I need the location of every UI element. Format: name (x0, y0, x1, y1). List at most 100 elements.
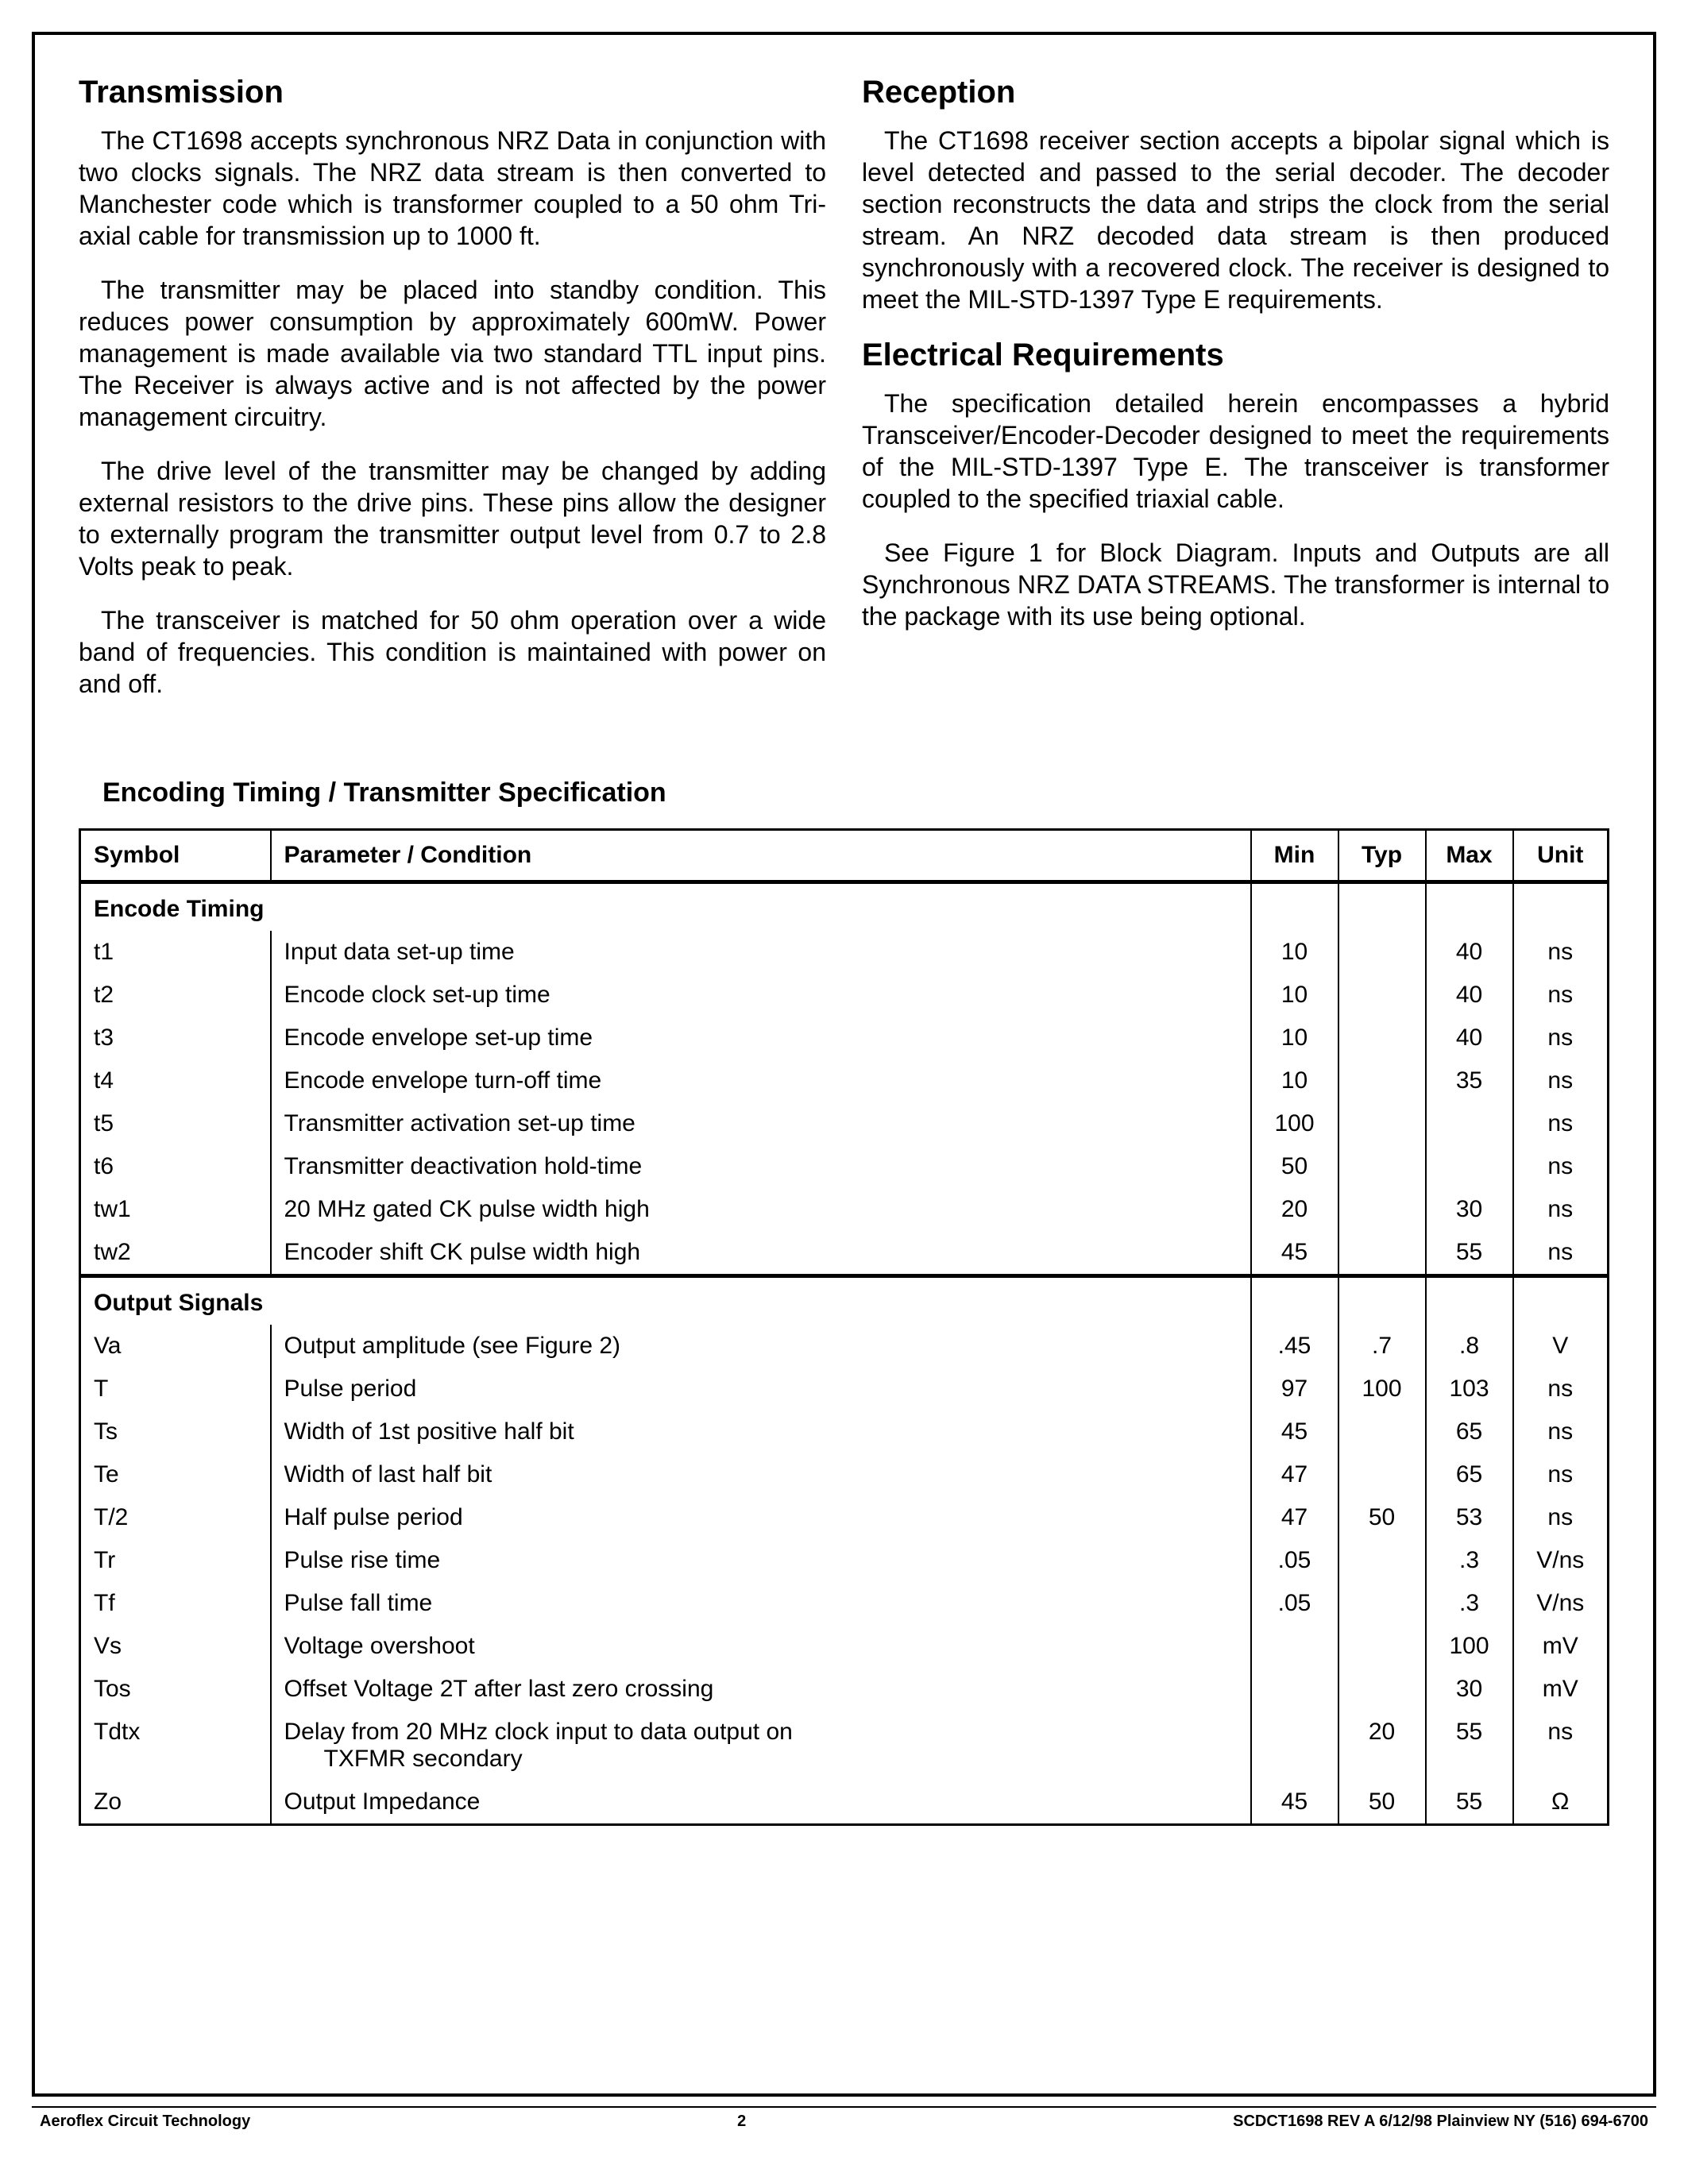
cell-min: 45 (1251, 1231, 1338, 1276)
section-label: Encode Timing (80, 882, 1251, 932)
cell-symbol: Tos (80, 1668, 271, 1711)
table-row: TfPulse fall time.05.3V/ns (80, 1582, 1609, 1625)
cell-min: 45 (1251, 1410, 1338, 1453)
cell-param: Encoder shift CK pulse width high (271, 1231, 1251, 1276)
cell-max: 103 (1426, 1368, 1513, 1410)
table-row: TsWidth of 1st positive half bit4565ns (80, 1410, 1609, 1453)
table-row: t3Encode envelope set-up time1040ns (80, 1017, 1609, 1059)
cell-min: 47 (1251, 1496, 1338, 1539)
cell-symbol: T (80, 1368, 271, 1410)
table-row: tw120 MHz gated CK pulse width high2030n… (80, 1188, 1609, 1231)
cell-param: Transmitter activation set-up time (271, 1102, 1251, 1145)
section-empty-cell (1513, 1276, 1609, 1325)
electrical-heading: Electrical Requirements (862, 338, 1609, 373)
cell-symbol: t4 (80, 1059, 271, 1102)
cell-max: .3 (1426, 1539, 1513, 1582)
table-row: ZoOutput Impedance455055Ω (80, 1781, 1609, 1825)
cell-unit: mV (1513, 1668, 1609, 1711)
cell-symbol: t1 (80, 931, 271, 974)
electrical-p1: The specification detailed herein encomp… (862, 388, 1609, 515)
cell-symbol: Tf (80, 1582, 271, 1625)
cell-symbol: Te (80, 1453, 271, 1496)
cell-symbol: t6 (80, 1145, 271, 1188)
cell-unit: ns (1513, 1453, 1609, 1496)
transmission-p4: The transceiver is matched for 50 ohm op… (79, 604, 826, 700)
cell-typ: .7 (1338, 1325, 1426, 1368)
cell-typ (1338, 1059, 1426, 1102)
cell-symbol: Tdtx (80, 1711, 271, 1781)
table-section-row: Encode Timing (80, 882, 1609, 932)
table-title: Encoding Timing / Transmitter Specificat… (102, 778, 1609, 808)
section-empty-cell (1513, 882, 1609, 932)
cell-unit: V (1513, 1325, 1609, 1368)
cell-typ (1338, 1668, 1426, 1711)
th-param: Parameter / Condition (271, 830, 1251, 882)
spec-table: Symbol Parameter / Condition Min Typ Max… (79, 828, 1609, 1826)
cell-min: 10 (1251, 1017, 1338, 1059)
cell-min: 10 (1251, 1059, 1338, 1102)
transmission-p2: The transmitter may be placed into stand… (79, 274, 826, 433)
cell-param: Output amplitude (see Figure 2) (271, 1325, 1251, 1368)
cell-unit: ns (1513, 1711, 1609, 1781)
cell-unit: mV (1513, 1625, 1609, 1668)
cell-unit: V/ns (1513, 1539, 1609, 1582)
cell-unit: ns (1513, 1231, 1609, 1276)
cell-min: 100 (1251, 1102, 1338, 1145)
cell-symbol: Tr (80, 1539, 271, 1582)
cell-param: Offset Voltage 2T after last zero crossi… (271, 1668, 1251, 1711)
cell-max: 40 (1426, 931, 1513, 974)
table-row: t1Input data set-up time10 40ns (80, 931, 1609, 974)
cell-max: 40 (1426, 974, 1513, 1017)
cell-param: Delay from 20 MHz clock input to data ou… (271, 1711, 1251, 1781)
table-body: Encode Timingt1Input data set-up time104… (80, 882, 1609, 1825)
cell-min: 50 (1251, 1145, 1338, 1188)
table-row: T/2Half pulse period475053ns (80, 1496, 1609, 1539)
cell-unit: ns (1513, 1368, 1609, 1410)
cell-param: Pulse fall time (271, 1582, 1251, 1625)
cell-param: Input data set-up time (271, 931, 1251, 974)
section-empty-cell (1251, 1276, 1338, 1325)
table-row: TeWidth of last half bit4765ns (80, 1453, 1609, 1496)
cell-symbol: t3 (80, 1017, 271, 1059)
cell-typ (1338, 1625, 1426, 1668)
table-section-row: Output Signals (80, 1276, 1609, 1325)
cell-symbol: Vs (80, 1625, 271, 1668)
electrical-p2: See Figure 1 for Block Diagram. Inputs a… (862, 537, 1609, 632)
cell-unit: ns (1513, 1188, 1609, 1231)
table-row: t5Transmitter activation set-up time100 n… (80, 1102, 1609, 1145)
cell-unit: ns (1513, 974, 1609, 1017)
cell-typ: 100 (1338, 1368, 1426, 1410)
table-row: t6Transmitter deactivation hold-time50ns (80, 1145, 1609, 1188)
cell-min (1251, 1625, 1338, 1668)
reception-heading: Reception (862, 75, 1609, 110)
cell-symbol: T/2 (80, 1496, 271, 1539)
cell-min: 10 (1251, 931, 1338, 974)
section-empty-cell (1426, 882, 1513, 932)
cell-unit: ns (1513, 1102, 1609, 1145)
footer-right: SCDCT1698 REV A 6/12/98 Plainview NY (51… (1233, 2113, 1648, 2131)
cell-max: 55 (1426, 1231, 1513, 1276)
cell-min: 20 (1251, 1188, 1338, 1231)
cell-min: .05 (1251, 1582, 1338, 1625)
page-footer: Aeroflex Circuit Technology 2 SCDCT1698 … (32, 2106, 1656, 2131)
right-column: Reception The CT1698 receiver section ac… (862, 75, 1609, 722)
cell-symbol: t5 (80, 1102, 271, 1145)
cell-max: 40 (1426, 1017, 1513, 1059)
table-row: t4Encode envelope turn-off time1035ns (80, 1059, 1609, 1102)
text-columns: Transmission The CT1698 accepts synchron… (79, 75, 1609, 722)
cell-unit: ns (1513, 931, 1609, 974)
cell-typ (1338, 1453, 1426, 1496)
table-row: t2Encode clock set-up time1040ns (80, 974, 1609, 1017)
table-header-row: Symbol Parameter / Condition Min Typ Max… (80, 830, 1609, 882)
transmission-p1: The CT1698 accepts synchronous NRZ Data … (79, 125, 826, 252)
cell-param: Transmitter deactivation hold-time (271, 1145, 1251, 1188)
cell-max: 65 (1426, 1453, 1513, 1496)
footer-page-number: 2 (737, 2113, 746, 2131)
left-column: Transmission The CT1698 accepts synchron… (79, 75, 826, 722)
cell-unit: ns (1513, 1410, 1609, 1453)
transmission-p3: The drive level of the transmitter may b… (79, 455, 826, 582)
table-row: TdtxDelay from 20 MHz clock input to dat… (80, 1711, 1609, 1781)
table-row: VsVoltage overshoot100mV (80, 1625, 1609, 1668)
cell-min: 10 (1251, 974, 1338, 1017)
cell-max: 30 (1426, 1188, 1513, 1231)
